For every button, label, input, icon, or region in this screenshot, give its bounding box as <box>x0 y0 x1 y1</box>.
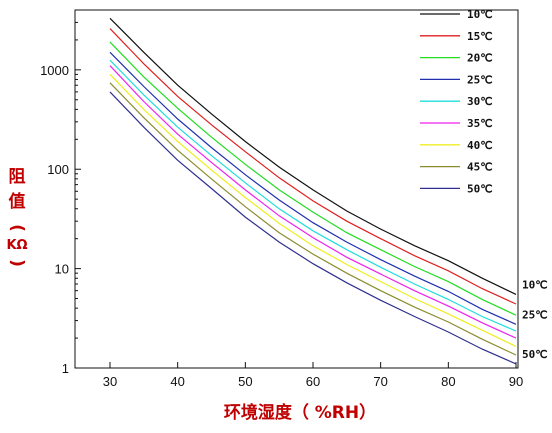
y-axis-title-part: 阻 <box>9 167 26 187</box>
series-line-45℃ <box>109 82 517 356</box>
end-label: 50℃ <box>522 348 548 361</box>
end-label: 10℃ <box>522 278 548 291</box>
legend-label: 50℃ <box>467 182 493 195</box>
y-tick-label: 1000 <box>40 63 69 78</box>
end-labels: 10℃ 25℃ 50℃ <box>522 278 548 360</box>
series-line-50℃ <box>109 91 517 365</box>
legend-label: 25℃ <box>467 73 493 86</box>
axis-ticks: 30 40 50 60 70 80 90 1 10 100 1000 <box>40 21 523 389</box>
y-axis-title: 阻值 ( KΩ) <box>6 167 27 267</box>
legend-label: 40℃ <box>467 139 493 152</box>
x-tick-label: 70 <box>373 374 387 389</box>
legend-label: 10℃ <box>467 8 493 21</box>
y-tick-label: 1 <box>62 361 69 376</box>
legend-label: 30℃ <box>467 95 493 108</box>
legend-label: 20℃ <box>467 52 493 65</box>
x-tick-label: 90 <box>509 374 523 389</box>
x-tick-label: 50 <box>238 374 252 389</box>
y-axis-title-part: ) <box>7 259 27 267</box>
legend: 10℃ 15℃ 20℃ 25℃ 30℃ 35℃ 40℃ 45℃ 50℃ <box>420 8 493 195</box>
series-line-20℃ <box>109 41 517 316</box>
series-line-25℃ <box>109 51 517 325</box>
x-tick-label: 30 <box>103 374 117 389</box>
x-tick-label: 40 <box>170 374 184 389</box>
legend-label: 35℃ <box>467 117 493 130</box>
y-axis-title-part: ( <box>7 224 27 232</box>
end-label: 25℃ <box>522 308 548 321</box>
series-line-30℃ <box>109 59 517 332</box>
series-line-35℃ <box>109 65 517 339</box>
legend-label: 15℃ <box>467 30 493 43</box>
series-line-40℃ <box>109 73 517 347</box>
y-tick-label: 10 <box>55 262 69 277</box>
plot-frame <box>74 9 519 369</box>
y-axis-title-part: KΩ <box>6 238 27 253</box>
x-axis-title: 环境湿度（ %RH） <box>224 402 376 423</box>
series-lines <box>109 17 517 365</box>
y-tick-label: 100 <box>47 162 69 177</box>
y-axis-title-part: 值 <box>9 191 26 212</box>
x-tick-label: 60 <box>306 374 320 389</box>
series-line-15℃ <box>109 28 517 305</box>
series-line-10℃ <box>109 17 517 295</box>
x-tick-label: 80 <box>441 374 455 389</box>
legend-label: 45℃ <box>467 161 493 174</box>
